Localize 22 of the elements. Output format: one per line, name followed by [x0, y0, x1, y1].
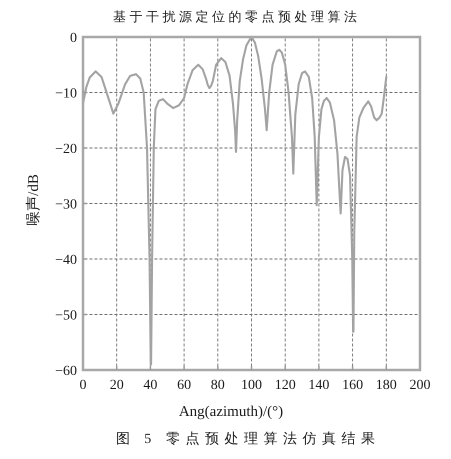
x-axis-title: Ang(azimuth)/(°): [178, 404, 284, 420]
x-tick-label: 0: [80, 378, 86, 393]
y-axis-title: 噪声/dB: [25, 174, 42, 226]
x-tick-label: 140: [308, 378, 330, 393]
x-tick-label: 60: [177, 378, 192, 393]
x-tick-label: 80: [210, 378, 225, 393]
y-tick-label: −50: [55, 308, 77, 324]
y-tick-label: −40: [55, 253, 77, 268]
y-tick-label: −60: [55, 364, 77, 379]
x-tick-label: 160: [342, 378, 364, 393]
x-tick-label: 200: [410, 378, 430, 393]
x-tick-label: 100: [241, 378, 262, 393]
y-tick-label: −10: [55, 86, 77, 102]
y-tick-label: −30: [55, 198, 77, 212]
x-tick-label: 40: [143, 378, 158, 393]
y-tick-label: 0: [70, 31, 77, 46]
x-tick-label: 180: [376, 378, 397, 393]
caption: 图 5 零点预处理算法仿真结果: [116, 431, 380, 447]
y-tick-label: −20: [55, 142, 77, 157]
x-tick-label: 20: [110, 378, 124, 393]
chart-title: 基于干扰源定位的零点预处理算法: [112, 9, 360, 24]
x-tick-label: 120: [274, 378, 296, 393]
